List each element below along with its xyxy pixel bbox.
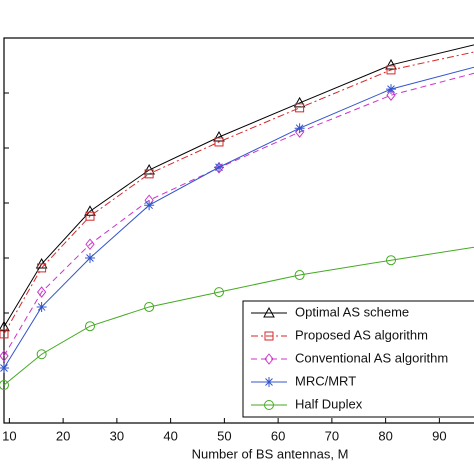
marker xyxy=(36,349,47,360)
marker xyxy=(85,211,95,221)
x-tick-label: 10 xyxy=(2,428,16,443)
marker xyxy=(386,89,396,102)
series-line xyxy=(3,72,474,357)
marker xyxy=(0,363,9,373)
x-tick-label: 30 xyxy=(110,428,124,443)
x-tick-label: 40 xyxy=(163,428,177,443)
marker xyxy=(295,103,305,113)
plot-frame xyxy=(3,37,474,424)
x-tick-label: 50 xyxy=(217,428,231,443)
marker xyxy=(386,65,396,75)
marker xyxy=(294,270,305,281)
marker xyxy=(85,321,95,332)
marker xyxy=(294,123,305,134)
series-line xyxy=(3,246,474,386)
series-line xyxy=(3,66,474,369)
marker xyxy=(214,137,224,147)
marker xyxy=(0,350,9,362)
marker xyxy=(264,400,274,410)
marker xyxy=(213,130,225,142)
marker xyxy=(293,96,306,108)
x-tick-label: 20 xyxy=(56,428,70,443)
marker xyxy=(85,253,95,263)
marker xyxy=(84,205,96,216)
legend-label: MRC/MRT xyxy=(295,373,356,388)
marker xyxy=(144,169,154,179)
x-axis-label: Number of BS antennas, M xyxy=(192,446,349,461)
marker xyxy=(0,329,9,339)
marker xyxy=(0,320,10,332)
legend-label: Half Duplex xyxy=(295,396,363,411)
series-line xyxy=(3,51,474,335)
marker xyxy=(0,380,9,391)
marker xyxy=(144,301,155,312)
marker xyxy=(264,377,274,387)
legend: Optimal AS scheme Proposed AS algorithm Co… xyxy=(242,300,474,418)
legend-label: Optimal AS scheme xyxy=(295,304,409,319)
marker xyxy=(36,286,47,298)
x-tick-label: 60 xyxy=(271,428,285,443)
marker xyxy=(386,255,396,266)
marker xyxy=(264,353,274,365)
legend-label: Proposed AS algorithm xyxy=(295,327,428,342)
marker xyxy=(214,162,224,173)
marker xyxy=(144,200,155,211)
marker xyxy=(36,301,47,312)
x-tick-label: 80 xyxy=(378,428,392,443)
series-line xyxy=(3,44,474,328)
marker xyxy=(263,306,275,318)
x-tick-label: 90 xyxy=(432,428,446,443)
marker xyxy=(214,287,224,298)
marker xyxy=(264,331,274,341)
marker xyxy=(385,58,397,70)
x-tick-label: 70 xyxy=(325,428,339,443)
marker xyxy=(85,238,95,251)
legend-label: Conventional AS algorithm xyxy=(295,350,448,365)
marker xyxy=(37,263,47,273)
marker xyxy=(386,84,396,95)
